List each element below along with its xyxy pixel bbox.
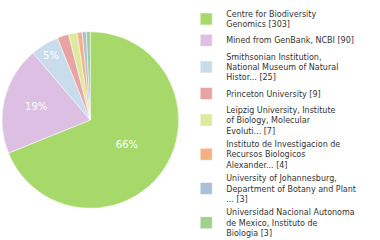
svg-text:University of Johannesburg,Dep: University of Johannesburg,Department of… (226, 174, 356, 204)
svg-text:Leipzig University, Instituteo: Leipzig University, Instituteof Biology,… (226, 106, 335, 136)
svg-text:Mined from GenBank, NCBI [90]: Mined from GenBank, NCBI [90] (226, 36, 354, 45)
svg-text:19%: 19% (25, 101, 47, 112)
svg-text:66%: 66% (116, 139, 138, 150)
svg-text:Instituto de Investigacion deR: Instituto de Investigacion deRecursos Bi… (226, 140, 340, 170)
svg-text:5%: 5% (43, 50, 59, 61)
svg-text:Smithsonian Institution,Nation: Smithsonian Institution,National Museum … (226, 53, 338, 83)
svg-text:Universidad Nacional Autonomad: Universidad Nacional Autonomade Mexico, … (226, 208, 355, 238)
svg-text:Centre for BiodiversityGenomic: Centre for BiodiversityGenomics [303] (226, 10, 316, 29)
svg-text:Princeton University [9]: Princeton University [9] (226, 90, 320, 99)
